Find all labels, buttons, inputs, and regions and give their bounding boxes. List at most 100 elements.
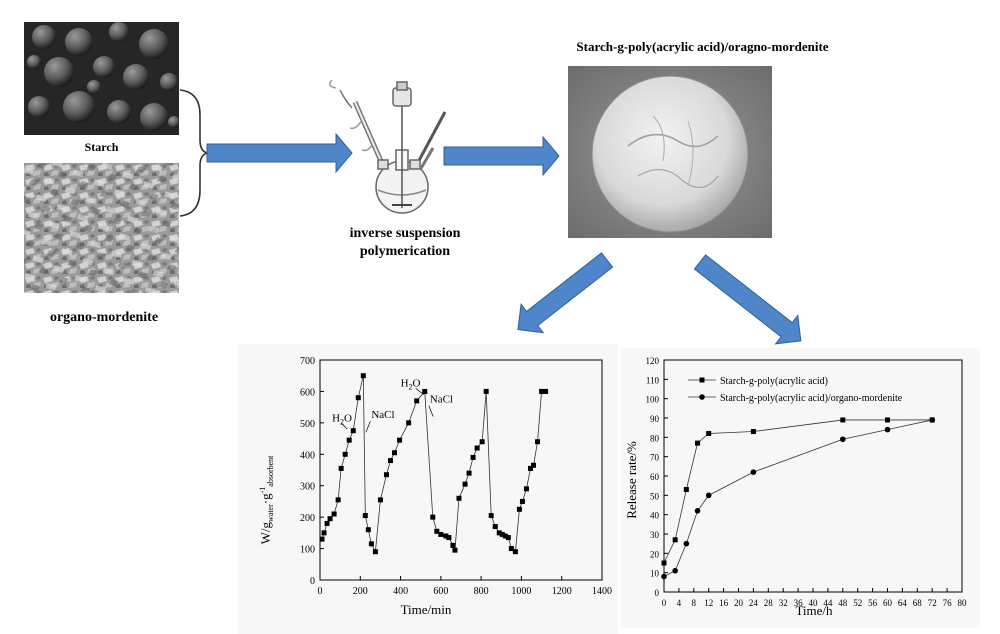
release-x-tick-label: 64 — [898, 598, 908, 608]
swelling-data-point — [488, 513, 494, 519]
release-x-tick-label: 36 — [794, 598, 804, 608]
release-data-point-square — [885, 417, 890, 423]
release-data-point-square — [672, 537, 678, 543]
release-x-tick-label: 24 — [749, 598, 759, 608]
release-data-point-circle — [694, 508, 701, 514]
organo-mordenite-label: organo-mordenite — [49, 310, 159, 325]
release-y-tick-label: 20 — [650, 549, 660, 559]
swelling-data-point — [377, 497, 383, 503]
swelling-data-point — [319, 536, 325, 542]
annotation-pointer — [415, 388, 424, 395]
release-data-point-circle — [683, 540, 690, 547]
swelling-data-point — [446, 535, 452, 541]
swelling-data-point — [474, 445, 480, 451]
legend-marker-square — [699, 377, 705, 383]
starch-granules-picture — [24, 22, 179, 135]
swelling-data-point — [331, 511, 337, 517]
swelling-data-point — [456, 495, 462, 501]
swelling-x-tick-label: 1000 — [511, 586, 531, 597]
release-x-tick-label: 80 — [958, 598, 968, 608]
release-y-tick-label: 70 — [650, 453, 660, 463]
swelling-data-point — [499, 531, 505, 537]
release-data-point-square — [695, 440, 701, 446]
legend-entry: Starch-g-poly(acrylic acid)/organo-morde… — [720, 393, 903, 404]
release-y-tick-label: 40 — [650, 511, 660, 521]
swelling-data-point — [362, 513, 368, 519]
swelling-x-tick-label: 0 — [318, 586, 323, 597]
swelling-data-point — [365, 527, 371, 533]
release-data-point-square — [750, 429, 756, 435]
release-data-point-square — [661, 560, 667, 566]
release-data-point-circle — [661, 573, 667, 580]
starch-sem-image — [24, 22, 179, 135]
product-sem-image — [568, 66, 772, 238]
swelling-y-tick-label: 100 — [300, 545, 315, 556]
release-data-point-circle — [750, 469, 757, 475]
swelling-data-point — [502, 533, 508, 539]
release-x-tick-label: 28 — [764, 598, 774, 608]
swelling-annotation: NaCl — [430, 393, 453, 405]
release-y-tick-label: 100 — [646, 395, 660, 405]
swelling-data-point — [355, 395, 361, 401]
swelling-data-point — [470, 454, 476, 460]
swelling-data-point — [462, 481, 468, 487]
swelling-data-point — [321, 530, 327, 536]
release-y-tick-label: 110 — [646, 375, 660, 385]
swelling-data-point — [523, 486, 529, 492]
release-data-point-square — [706, 430, 712, 436]
release-chart: 0 4 8 12 16 20 24 28 32 36 40 44 48 52 56 60 64 68 72 76 800… — [620, 348, 980, 628]
release-x-tick-label: 16 — [719, 598, 729, 608]
release-y-tick-label: 80 — [650, 433, 660, 443]
swelling-data-point — [406, 420, 412, 426]
swelling-data-point — [483, 388, 489, 394]
release-y-tick-label: 90 — [650, 414, 660, 424]
release-y-tick-label: 60 — [650, 472, 660, 482]
release-data-point-circle — [672, 567, 678, 574]
swelling-data-point — [443, 533, 449, 539]
starch-label: Starch — [84, 140, 119, 154]
swelling-data-point — [505, 535, 511, 541]
release-data-point-circle — [705, 492, 712, 499]
swelling-data-point — [368, 541, 374, 547]
swelling-data-point — [450, 542, 456, 548]
swelling-y-tick-label: 200 — [300, 513, 315, 524]
swelling-x-tick-label: 400 — [393, 586, 408, 597]
swelling-plot-frame — [319, 359, 603, 581]
swelling-annotation: H2O — [332, 412, 352, 426]
release-x-tick-label: 40 — [809, 598, 819, 608]
swelling-data-point — [531, 462, 537, 468]
release-y-tick-label: 30 — [650, 530, 660, 540]
release-x-tick-label: 56 — [868, 598, 878, 608]
release-x-tick-label: 60 — [883, 598, 893, 608]
release-y-tick-label: 0 — [655, 588, 660, 598]
swelling-chart: 0 200 400 600 800 1000 1200 1400 0 100 200 300 400 50… — [238, 344, 618, 634]
swelling-data-point — [346, 437, 352, 443]
swelling-data-point — [430, 514, 436, 520]
process-label-line2: polymerication — [359, 244, 451, 259]
release-x-tick-label: 52 — [853, 598, 862, 608]
swelling-x-tick-label: 1400 — [592, 586, 612, 597]
arrow-to-product — [443, 135, 560, 177]
release-x-tick-label: 68 — [913, 598, 923, 608]
release-data-point-circle — [840, 436, 846, 443]
swelling-data-point — [360, 373, 366, 379]
swelling-y-tick-label: 500 — [300, 419, 315, 430]
swelling-data-point — [372, 549, 378, 555]
arrow-to-reactor — [206, 132, 353, 174]
swelling-y-tick-label: 600 — [300, 387, 315, 398]
release-y-tick-label: 120 — [646, 356, 660, 366]
swelling-data-point — [338, 465, 344, 471]
swelling-data-point — [335, 497, 341, 503]
swelling-x-tick-label: 200 — [353, 586, 368, 597]
annotation-pointer — [428, 405, 434, 417]
swelling-data-point — [434, 528, 440, 534]
swelling-data-point — [392, 450, 398, 456]
swelling-data-point — [422, 388, 428, 394]
swelling-data-point — [539, 388, 545, 394]
swelling-data-point — [342, 451, 348, 457]
product-title: Starch-g-poly(acrylic acid)/oragno-morde… — [576, 39, 829, 54]
swelling-data-point — [397, 437, 403, 443]
annotation-pointer — [340, 422, 348, 430]
legend-entry: Starch-g-poly(acrylic acid) — [720, 376, 828, 387]
